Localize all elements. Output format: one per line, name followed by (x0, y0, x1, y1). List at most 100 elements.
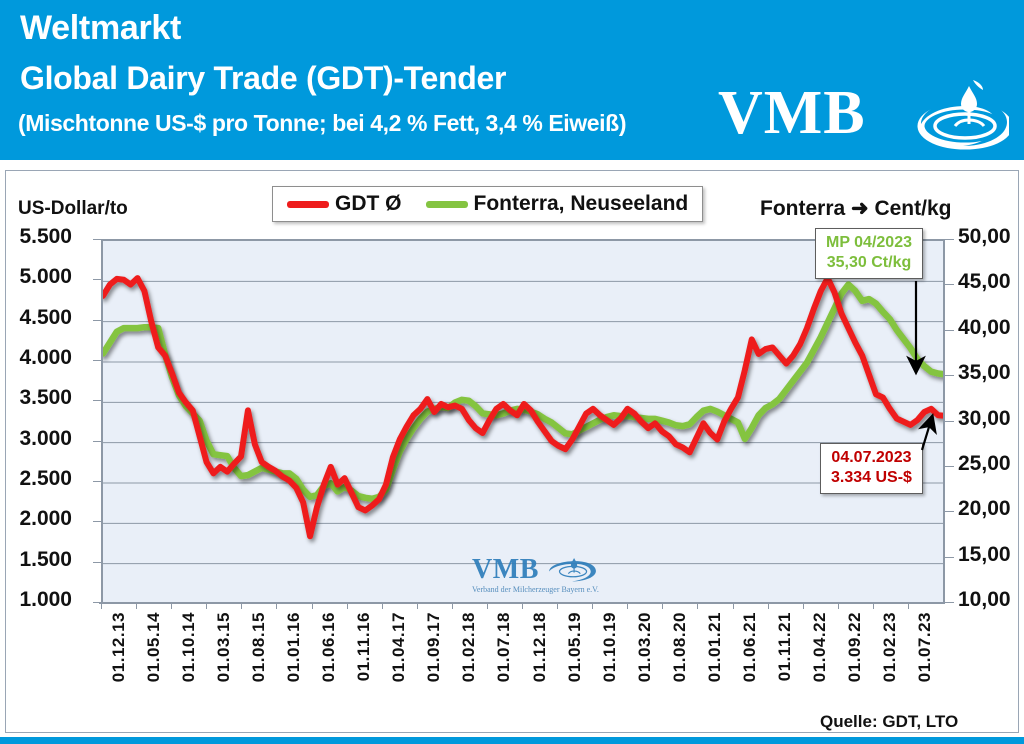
x-axis-tick (802, 602, 804, 609)
annotation-fonterra-line2: 35,30 Ct/kg (826, 254, 912, 271)
series-line-fonterra (103, 281, 945, 502)
y-axis-tick-left (93, 319, 101, 321)
x-tick-label: 01.11.21 (775, 612, 795, 682)
x-tick-label: 01.05.19 (564, 612, 584, 683)
x-tick-label: 01.12.18 (529, 612, 549, 683)
y-axis-tick-left (93, 440, 101, 442)
watermark-drop-icon (548, 558, 596, 582)
source-note: Quelle: GDT, LTO (820, 712, 959, 731)
x-axis-tick (697, 602, 699, 609)
vmb-watermark: VMB Verband der Milcherzeuger Bayern e.V… (472, 554, 599, 595)
y-axis-tick-left (93, 602, 101, 603)
x-axis-tick (662, 602, 664, 609)
y-axis-tick-right (945, 375, 954, 377)
x-tick-label: 01.03.15 (213, 612, 233, 683)
x-axis-tick (171, 602, 173, 609)
x-tick-label: 01.01.16 (283, 612, 303, 683)
annotation-gdt: 04.07.2023 3.334 US-$ (820, 443, 923, 494)
x-axis-tick (732, 602, 734, 609)
y-axis-tick-left (93, 561, 101, 563)
annotation-fonterra: MP 04/2023 35,30 Ct/kg (815, 228, 923, 279)
x-axis-tick (907, 602, 909, 609)
x-tick-label: 01.07.23 (915, 612, 935, 683)
y-axis-tick-right (945, 602, 954, 603)
x-tick-label: 01.03.20 (634, 612, 654, 683)
x-tick-label: 01.04.22 (810, 612, 830, 683)
legend-item-fonterra: Fonterra, Neuseeland (425, 192, 688, 216)
x-tick-label: 01.12.13 (108, 612, 128, 683)
x-axis-tick (522, 602, 523, 609)
y-tick-label-left: 1.000 (19, 588, 72, 611)
page-header: Weltmarkt Global Dairy Trade (GDT)-Tende… (0, 0, 1024, 160)
y-axis-tick-right (945, 420, 954, 422)
x-axis-tick (557, 602, 559, 609)
x-tick-label: 01.08.20 (669, 612, 689, 683)
watermark-text: VMB (472, 554, 539, 585)
y-tick-label-right: 20,00 (958, 497, 1011, 521)
x-axis-tick (451, 602, 453, 609)
right-axis-line (943, 239, 945, 603)
y-axis-tick-left (93, 279, 101, 281)
x-axis-tick (416, 602, 418, 609)
x-tick-label: 01.06.21 (740, 612, 760, 683)
y-tick-label-right: 50,00 (958, 225, 1011, 248)
y-axis-tick-left (93, 481, 101, 482)
legend-item-gdt: GDT Ø (287, 192, 402, 216)
x-tick-label: 01.01.21 (704, 612, 724, 683)
x-axis-tick (627, 602, 629, 609)
legend-swatch-fonterra (425, 200, 468, 208)
x-axis-tick (837, 602, 839, 609)
x-axis-tick (872, 602, 874, 609)
x-axis-tick (101, 602, 102, 609)
y-tick-label-left: 1.500 (19, 547, 72, 571)
vmb-logo: VMB (708, 80, 1009, 156)
x-tick-label: 01.05.14 (143, 612, 163, 683)
y-tick-label-left: 2.000 (19, 507, 72, 531)
x-axis-tick (206, 602, 208, 609)
x-tick-label: 01.04.17 (389, 612, 409, 683)
x-axis-tick (136, 602, 138, 609)
x-axis-tick (241, 602, 243, 609)
y-tick-label-left: 2.500 (19, 467, 72, 490)
y-tick-label-left: 5.500 (19, 225, 72, 248)
y-tick-label-left: 4.500 (19, 305, 72, 329)
x-tick-label: 01.07.18 (494, 612, 514, 683)
y-tick-label-right: 15,00 (958, 542, 1011, 566)
water-drop-swoosh-icon (917, 80, 1009, 150)
x-axis-tick (311, 602, 313, 609)
chart-lines (103, 275, 945, 604)
header-title-line2: Global Dairy Trade (GDT)-Tender (20, 60, 507, 96)
y-tick-label-left: 3.000 (19, 426, 72, 450)
x-tick-label: 01.11.16 (354, 612, 374, 682)
y-tick-label-right: 30,00 (958, 406, 1011, 430)
y-axis-tick-right (945, 284, 954, 286)
y-axis-tick-right (945, 465, 954, 467)
x-tick-label: 01.06.16 (319, 612, 339, 683)
y-axis-tick-right (945, 556, 954, 558)
legend-label-gdt: GDT Ø (335, 192, 402, 215)
x-tick-label: 01.09.22 (845, 612, 865, 683)
legend-swatch-gdt (287, 200, 329, 208)
header-title-line1: Weltmarkt (20, 9, 182, 47)
y-tick-label-left: 3.500 (19, 386, 72, 410)
y-axis-tick-right (945, 239, 954, 240)
plot-area (101, 239, 945, 604)
y-tick-label-left: 4.000 (19, 346, 72, 369)
vmb-logo-text: VMB (718, 79, 866, 147)
y-tick-label-left: 5.000 (19, 265, 72, 289)
annotation-gdt-line2: 3.334 US-$ (831, 469, 912, 486)
x-axis-tick (767, 602, 769, 609)
y-axis-tick-left (93, 360, 101, 361)
series-line-gdt (103, 275, 945, 540)
annotation-fonterra-line1: MP 04/2023 (826, 234, 912, 251)
y-tick-label-right: 45,00 (958, 270, 1011, 294)
y-axis-title-left: US-Dollar/to (18, 198, 128, 219)
x-tick-label: 01.09.17 (424, 612, 444, 683)
footer-bar (0, 737, 1024, 744)
x-tick-label: 01.02.23 (880, 612, 900, 683)
y-axis-tick-left (93, 521, 101, 523)
y-tick-label-right: 40,00 (958, 315, 1011, 339)
x-tick-label: 01.08.15 (248, 612, 268, 683)
x-axis-tick (592, 602, 594, 609)
y-axis-title-right: Fonterra ➜ Cent/kg (760, 197, 952, 220)
